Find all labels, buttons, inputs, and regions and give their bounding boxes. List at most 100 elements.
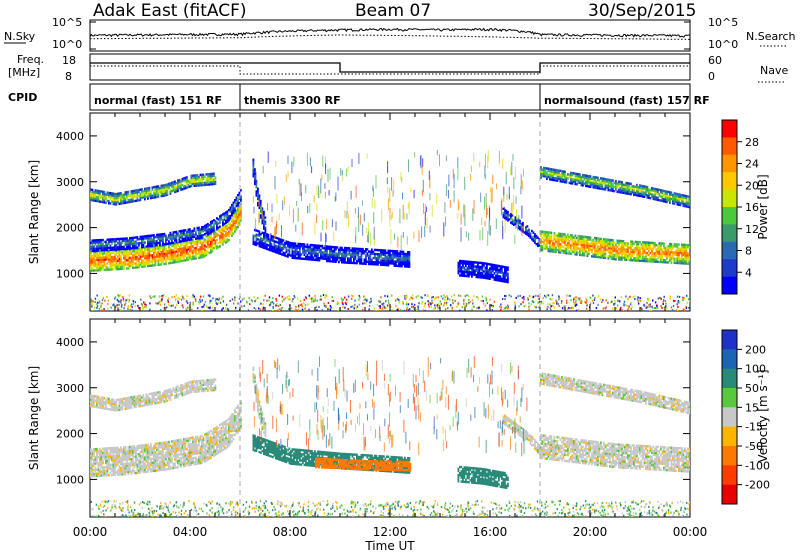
range-cell [202,234,205,237]
range-cell [232,201,235,204]
range-cell [118,267,121,271]
ground-scatter-cell [566,301,568,304]
range-cell [198,248,200,251]
range-cell [205,181,208,184]
range-cell [169,192,172,195]
range-cell [546,247,548,250]
range-cell [651,254,653,257]
ground-scatter-cell [389,305,392,308]
range-cell [507,217,509,220]
range-cell [281,249,283,252]
range-cell [649,197,652,200]
range-cell [257,242,259,245]
range-cell [162,248,164,251]
range-cell [320,253,322,256]
ground-scatter-cell [271,301,273,304]
ground-scatter-cell [353,307,355,310]
ground-scatter-cell [161,295,163,298]
ground-scatter-cell [324,296,326,299]
range-cell [330,251,333,255]
range-cell [577,173,580,176]
range-cell [359,256,361,259]
range-cell [381,253,384,256]
range-cell [278,241,280,245]
range-cell [681,196,683,199]
range-cell [472,263,475,266]
ground-scatter-cell [337,302,340,304]
range-cell [625,181,628,185]
range-cell [118,253,121,256]
range-cell [115,268,118,271]
ground-scatter-cell [468,298,470,301]
range-cell [102,194,104,198]
range-cell [655,258,658,261]
range-cell [306,245,309,248]
range-cell [165,236,167,240]
range-cell [669,253,671,256]
range-cell [294,250,297,254]
range-cell [263,227,265,230]
ground-scatter-cell [540,302,543,305]
range-cell [495,266,497,269]
range-cell [186,186,188,189]
ground-scatter-cell [442,297,444,300]
range-cell [586,174,589,178]
range-cell [186,252,188,255]
range-cell [213,247,215,250]
range-cell [129,237,131,240]
range-cell [645,241,647,244]
range-cell [156,239,158,243]
ground-scatter-cell [537,301,540,304]
ground-scatter-cell [568,294,570,297]
range-cell [279,238,282,241]
range-cell [624,252,626,255]
range-cell [291,246,294,249]
range-cell [511,214,514,217]
range-cell [225,231,227,234]
ground-scatter-cell [683,297,686,300]
range-cell [216,227,218,230]
range-cell [315,244,318,247]
range-cell [112,257,115,261]
range-cell [688,203,690,207]
range-cell [609,251,611,254]
range-cell [484,274,487,278]
range-cell [183,249,185,252]
range-cell [676,247,679,250]
range-cell [472,265,475,268]
range-cell [123,195,125,198]
range-cell [199,232,202,235]
range-cell [309,252,312,255]
range-cell [288,241,291,244]
range-cell [375,257,378,260]
ground-scatter-cell [174,306,177,309]
range-cell [625,256,628,259]
ground-scatter-cell [409,308,411,311]
range-cell [627,182,629,185]
range-cell [609,182,611,186]
range-cell [648,190,650,193]
range-cell [688,205,690,209]
range-cell [139,235,142,239]
range-cell [196,228,199,232]
range-cell [232,226,235,229]
range-cell [153,196,155,199]
range-cell [168,255,170,259]
range-cell [148,254,151,257]
range-cell [193,235,196,238]
range-cell [338,250,340,253]
range-cell [384,249,387,252]
range-cell [133,262,136,265]
ground-scatter-cell [170,304,172,307]
range-cell [583,243,586,247]
ground-scatter-cell [473,295,475,298]
range-cell [528,234,530,238]
range-cell [594,186,596,189]
range-cell [386,257,388,261]
range-cell [654,187,656,191]
ground-scatter-cell [361,308,364,311]
range-cell [115,265,118,269]
range-cell [585,246,587,249]
range-cell [306,255,309,259]
ground-scatter-cell [616,304,619,307]
